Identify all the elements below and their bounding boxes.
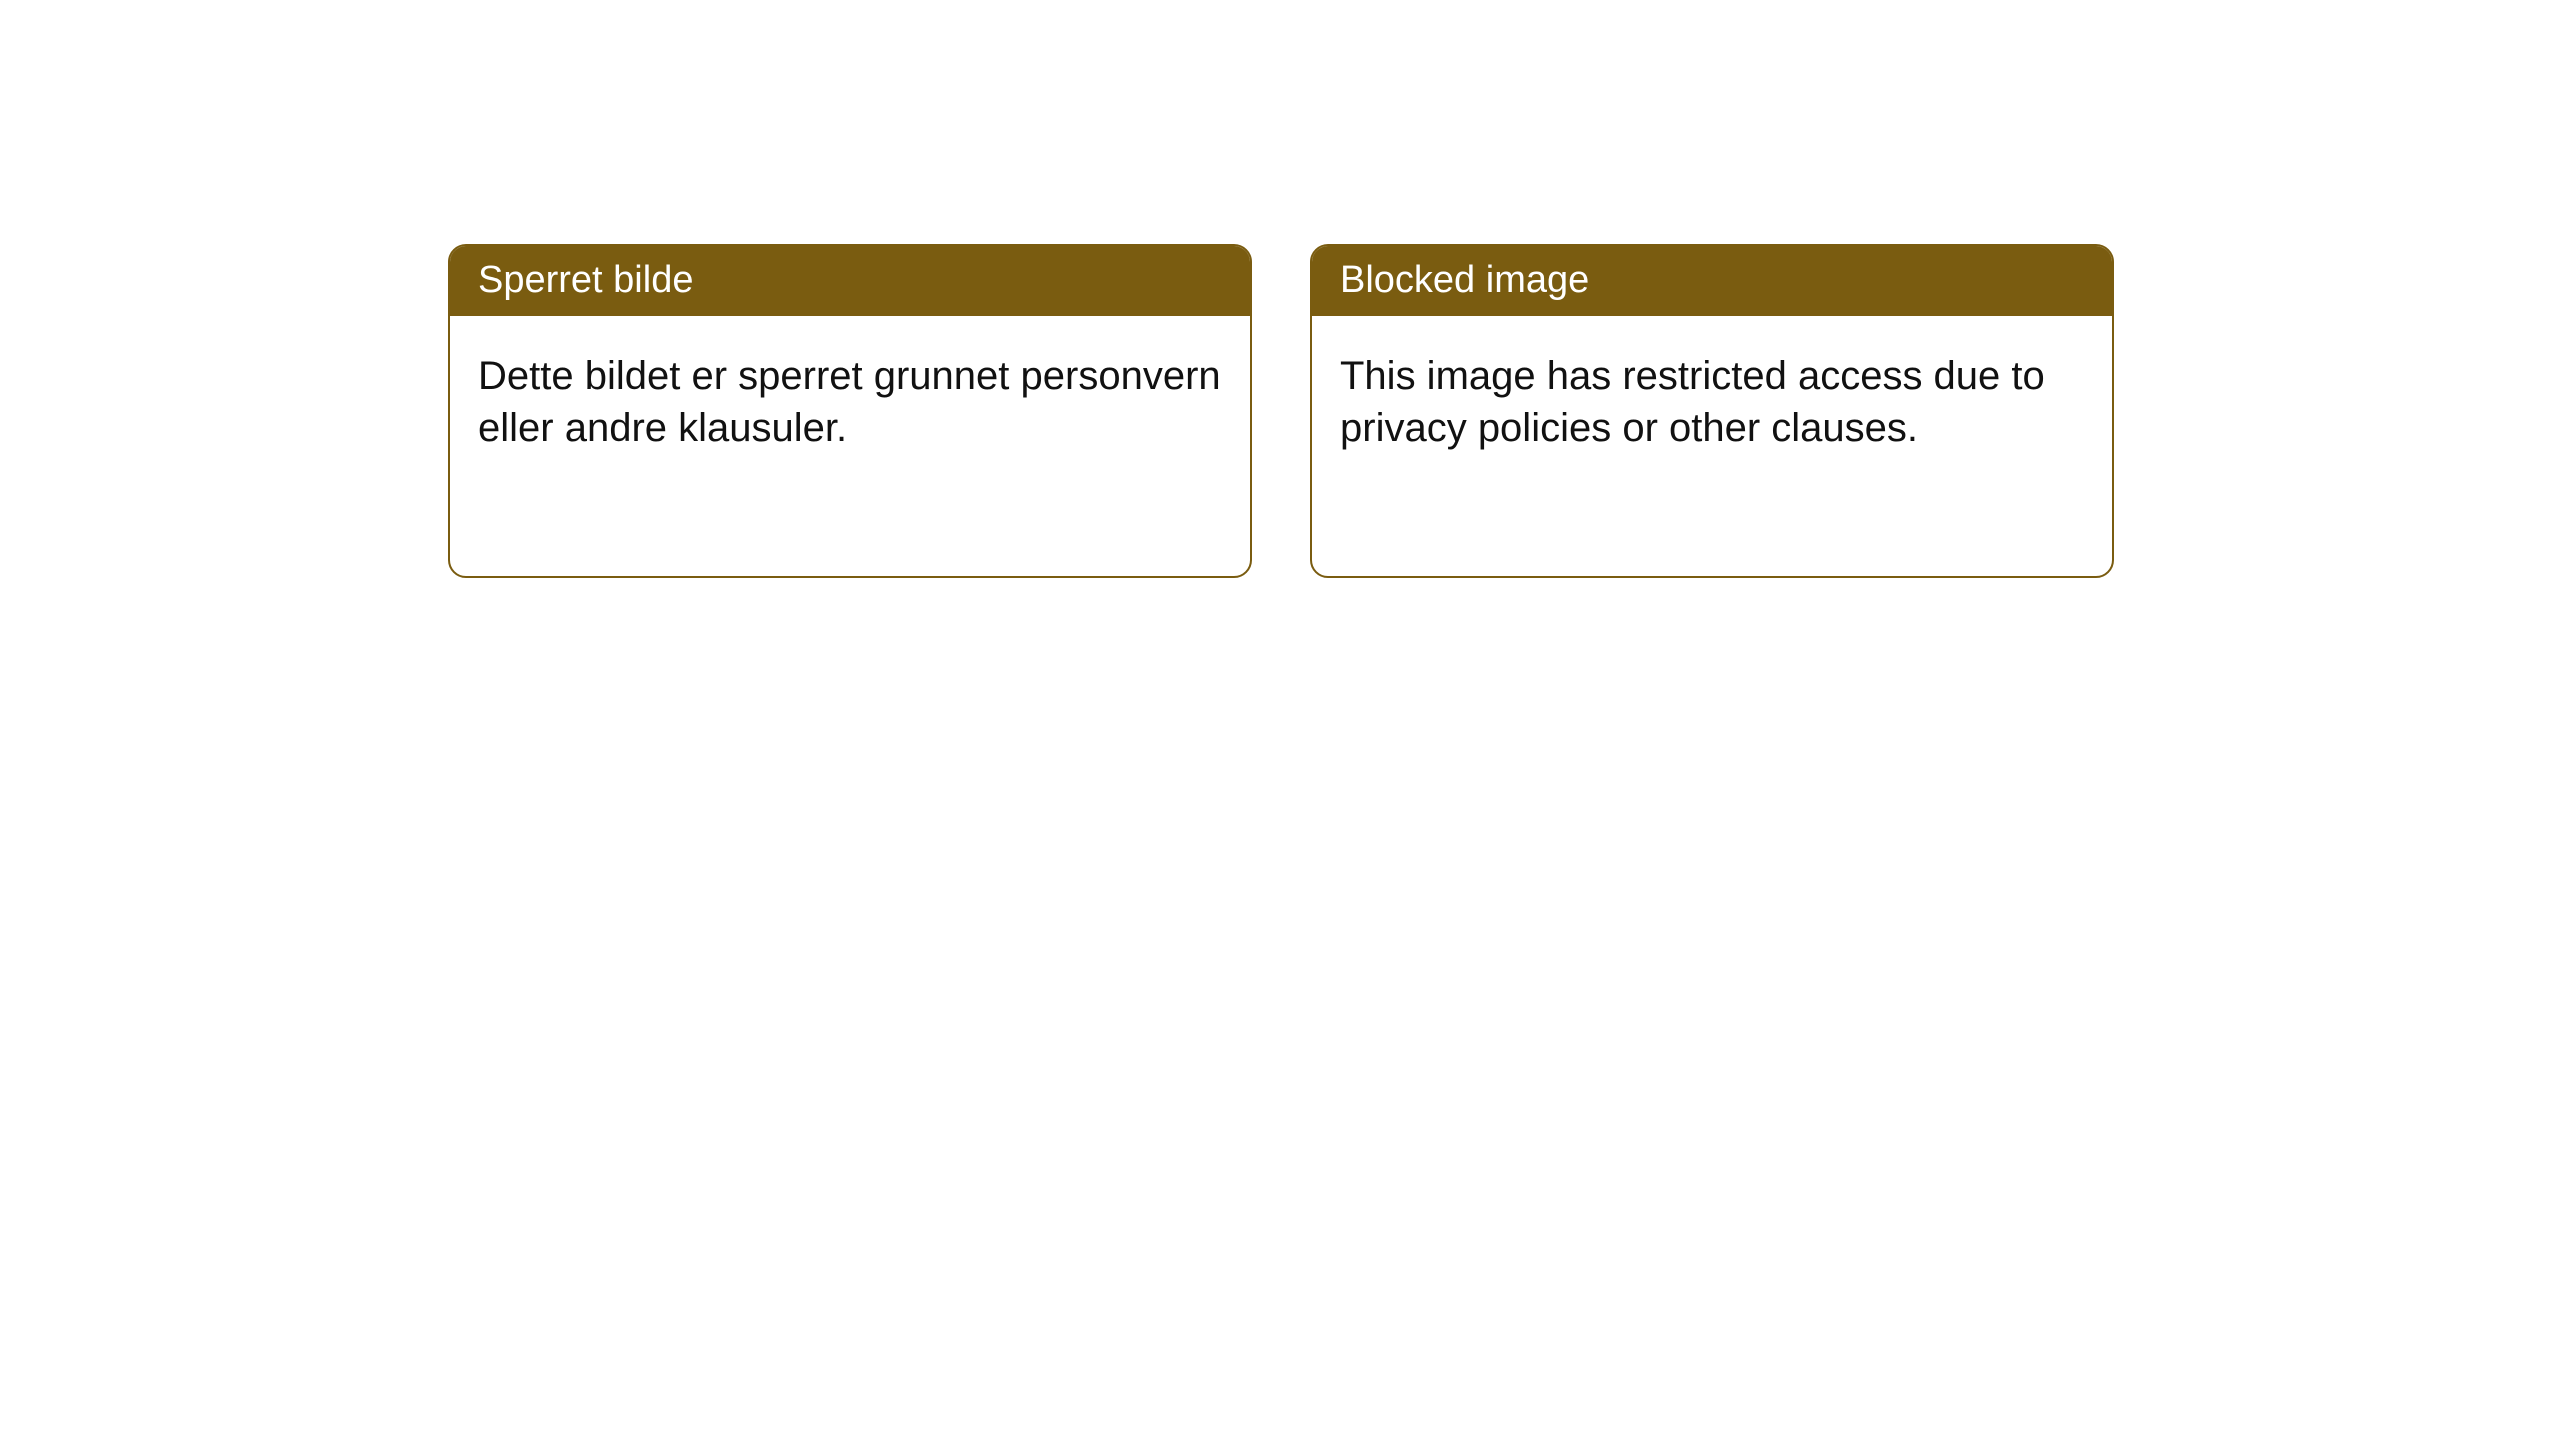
notice-body-english: This image has restricted access due to …: [1312, 316, 2112, 488]
notice-container: Sperret bilde Dette bildet er sperret gr…: [448, 244, 2114, 578]
notice-card-english: Blocked image This image has restricted …: [1310, 244, 2114, 578]
notice-title-english: Blocked image: [1312, 246, 2112, 316]
notice-title-norwegian: Sperret bilde: [450, 246, 1250, 316]
notice-card-norwegian: Sperret bilde Dette bildet er sperret gr…: [448, 244, 1252, 578]
notice-body-norwegian: Dette bildet er sperret grunnet personve…: [450, 316, 1250, 488]
